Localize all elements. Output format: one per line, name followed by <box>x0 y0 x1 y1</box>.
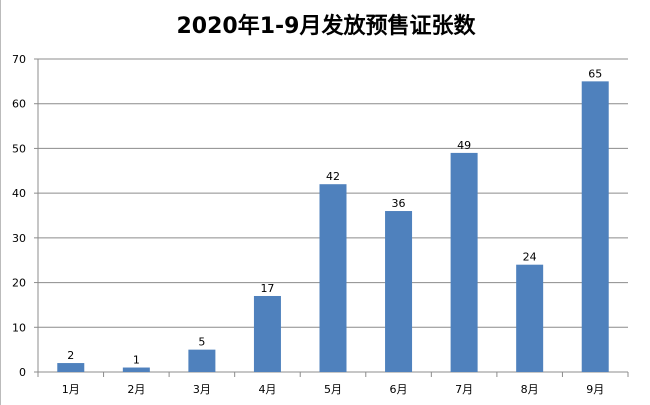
x-tick-label: 8月 <box>521 383 539 396</box>
bar <box>57 363 85 372</box>
x-tick-label: 2月 <box>127 383 145 396</box>
data-label: 65 <box>588 67 602 80</box>
y-tick-label: 30 <box>12 232 26 245</box>
bar <box>253 295 281 372</box>
y-tick-label: 20 <box>12 277 26 290</box>
bar <box>516 264 544 372</box>
bar <box>450 152 478 372</box>
bar <box>319 184 347 372</box>
y-tick-label: 40 <box>12 187 26 200</box>
data-label: 17 <box>260 282 274 295</box>
bar <box>581 81 609 372</box>
x-tick-label: 5月 <box>324 383 342 396</box>
bar <box>188 349 216 372</box>
chart-title: 2020年1-9月发放预售证张数 <box>176 14 476 39</box>
x-tick-label: 4月 <box>258 383 276 396</box>
x-tick-label: 7月 <box>455 383 473 396</box>
y-tick-label: 60 <box>12 98 26 111</box>
data-label: 1 <box>133 354 140 367</box>
data-label: 5 <box>198 336 205 349</box>
x-tick-label: 9月 <box>586 383 604 396</box>
y-tick-label: 10 <box>12 321 26 334</box>
data-label: 36 <box>392 197 406 210</box>
x-tick-label: 3月 <box>193 383 211 396</box>
bar <box>122 367 150 372</box>
data-label: 2 <box>67 349 74 362</box>
y-tick-label: 70 <box>12 53 26 66</box>
x-tick-label: 6月 <box>390 383 408 396</box>
bar <box>385 211 413 372</box>
data-label: 49 <box>457 139 471 152</box>
x-tick-label: 1月 <box>62 383 80 396</box>
data-label: 42 <box>326 170 340 183</box>
y-tick-label: 50 <box>12 142 26 155</box>
data-label: 24 <box>523 251 537 264</box>
y-tick-label: 0 <box>19 366 26 379</box>
